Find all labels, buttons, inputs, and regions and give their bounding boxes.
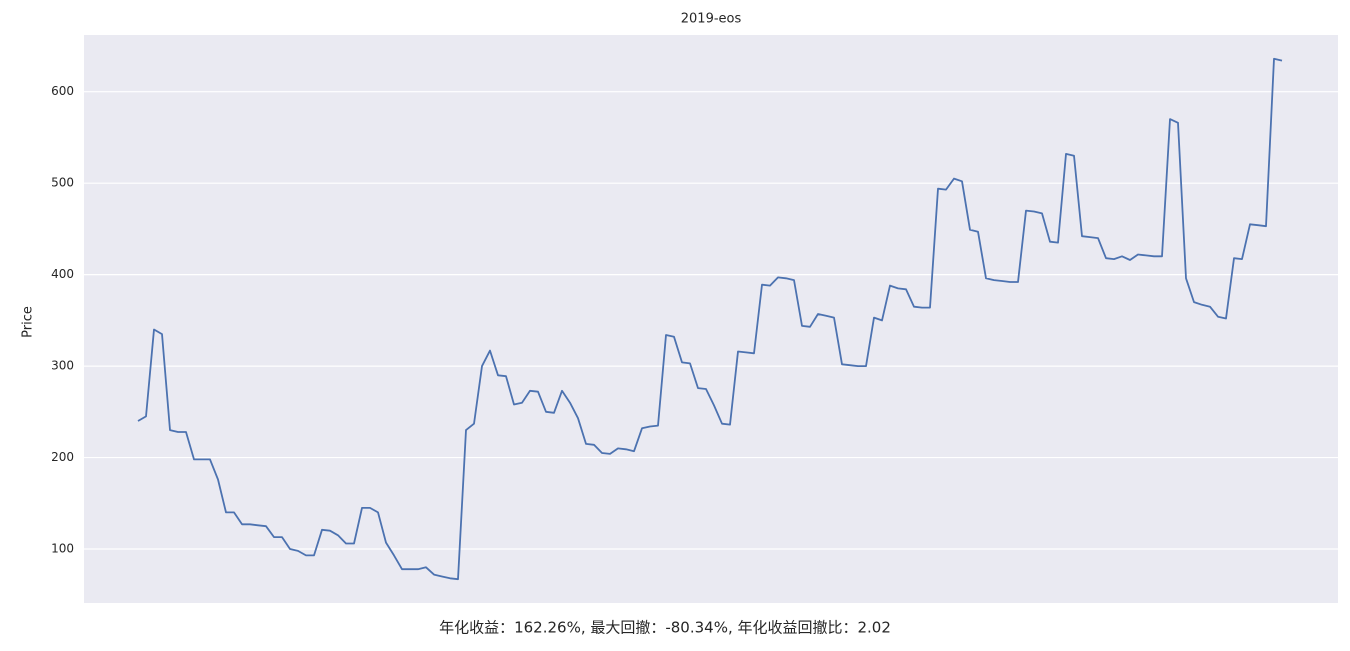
y-tick-label: 300 — [51, 359, 74, 373]
y-tick-label: 600 — [51, 84, 74, 98]
price-line — [137, 57, 1283, 581]
y-axis-label: Price — [21, 306, 36, 338]
chart-title: 2019-eos — [681, 12, 742, 27]
y-tick-label: 500 — [51, 176, 74, 190]
annotation: 年化收益：162.26%, 最大回撤：-80.34%, 年化收益回撤比：2.02 — [439, 619, 891, 637]
y-tick-label: 400 — [51, 267, 74, 281]
y-tick-label: 100 — [51, 542, 74, 556]
plot-area — [84, 35, 1338, 603]
y-tick-label: 200 — [51, 450, 74, 464]
